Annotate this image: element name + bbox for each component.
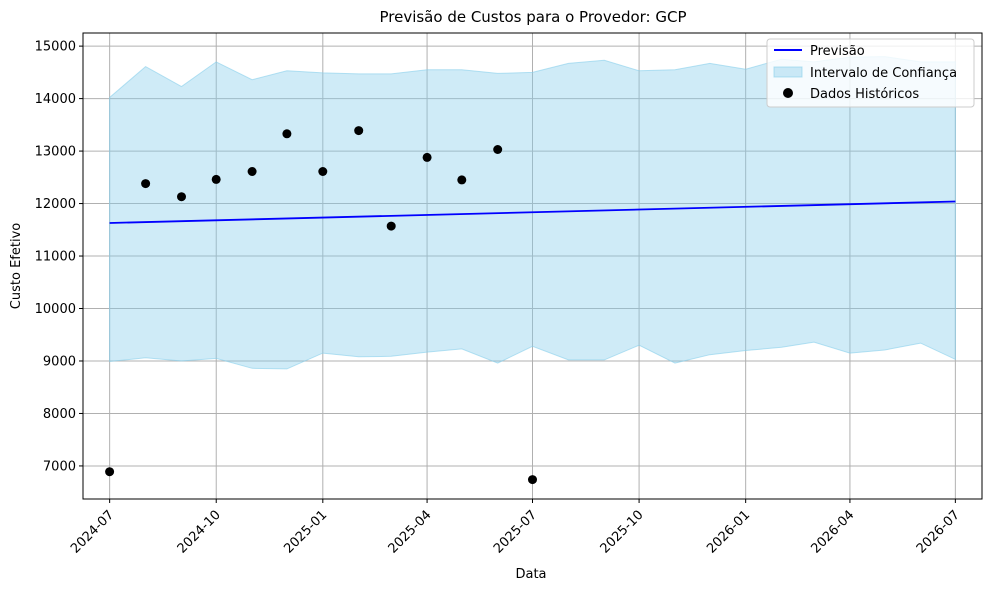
x-tick-label: 2025-01: [281, 508, 330, 557]
legend-interval-swatch: [773, 66, 803, 78]
legend-history-label: Dados Históricos: [810, 87, 919, 102]
legend-interval-label: Intervalo de Confiança: [810, 66, 957, 81]
history-point: [422, 152, 432, 162]
history-point: [354, 126, 364, 136]
y-tick-label: 11000: [35, 250, 76, 265]
legend-forecast-label: Previsão: [810, 44, 865, 59]
forecast-line-group: [109, 200, 956, 224]
y-axis-label: Custo Efetivo: [9, 223, 24, 309]
history-point: [318, 167, 328, 176]
legend-history-swatch: [783, 88, 793, 98]
x-tick-label: 2024-07: [68, 508, 117, 557]
history-point: [493, 145, 503, 154]
history-point: [141, 179, 151, 189]
y-tick-label: 10000: [35, 302, 76, 317]
chart-title: Previsão de Custos para o Provedor: GCP: [379, 8, 686, 26]
y-tick-label: 9000: [43, 354, 76, 369]
history-point: [386, 221, 396, 231]
grid: [83, 33, 982, 499]
x-axis-ticks: 2024-07 2024-10 2025-01 2025-04 2025-07 2025-…: [68, 499, 963, 557]
history-point: [282, 129, 292, 139]
x-tick-label: 2025-04: [386, 508, 435, 557]
history-point: [528, 475, 537, 485]
y-tick-label: 13000: [35, 145, 76, 160]
forecast-line: [109, 200, 956, 224]
x-tick-label: 2025-07: [491, 508, 540, 557]
history-point: [105, 467, 115, 477]
y-tick-label: 14000: [35, 92, 76, 107]
history-point: [457, 175, 467, 185]
x-tick-label: 2026-04: [808, 508, 857, 557]
y-tick-label: 7000: [43, 459, 76, 474]
y-tick-label: 12000: [35, 197, 76, 212]
y-tick-label: 8000: [43, 407, 76, 422]
history-point: [177, 192, 186, 202]
legend-box: [766, 38, 975, 108]
x-tick-label: 2026-07: [914, 508, 963, 557]
x-tick-label: 2026-01: [704, 508, 753, 557]
x-tick-label: 2024-10: [175, 508, 224, 557]
x-tick-label: 2025-10: [598, 508, 647, 557]
y-tick-label: 15000: [35, 40, 76, 55]
y-axis-ticks: 7000 8000 9000 10000 11000 12000 13000 14000 150…: [35, 40, 83, 474]
history-point: [247, 167, 257, 176]
history-points: [105, 126, 537, 485]
x-axis-label: Data: [515, 567, 546, 582]
history-point: [211, 174, 221, 184]
legend: Previsão Intervalo de Confiança Dados Hi…: [766, 38, 975, 108]
